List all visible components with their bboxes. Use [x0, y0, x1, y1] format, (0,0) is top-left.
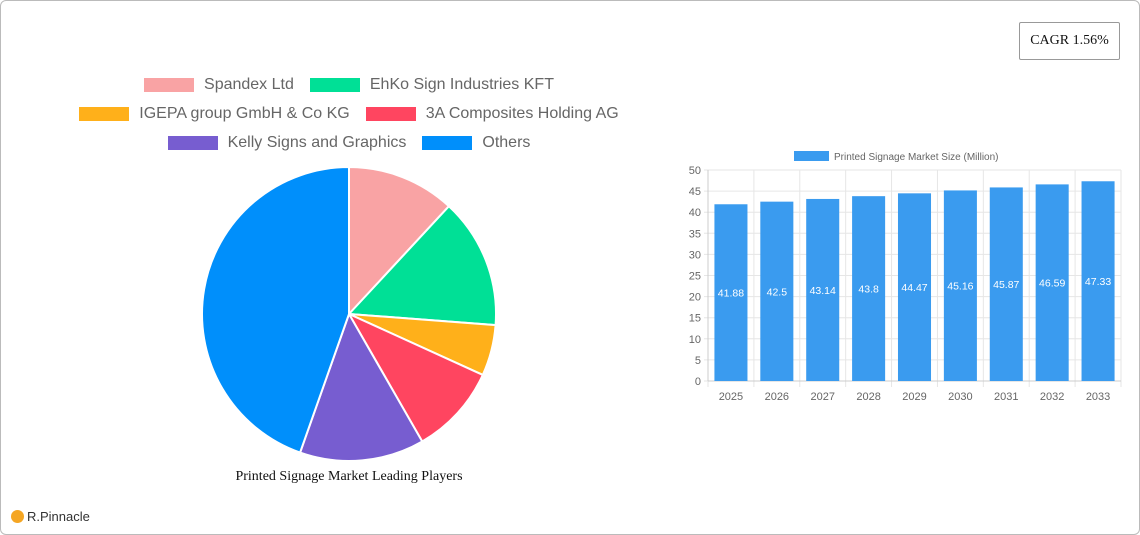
y-tick-label: 50 — [689, 165, 701, 177]
pie-chart — [201, 165, 497, 462]
bar-data-label: 46.59 — [1039, 278, 1065, 290]
legend-item[interactable]: IGEPA group GmbH & Co KG — [79, 105, 350, 123]
y-tick-label: 45 — [689, 186, 701, 198]
legend-label: 3A Composites Holding AG — [425, 105, 619, 122]
logo: R.Pinnacle — [11, 509, 90, 524]
x-tick-label: 2026 — [765, 391, 789, 403]
y-tick-label: 25 — [689, 271, 701, 283]
legend-item[interactable]: Others — [422, 134, 530, 152]
legend-swatch — [144, 78, 195, 92]
logo-icon — [11, 510, 24, 523]
legend-item[interactable]: 3A Composites Holding AG — [365, 105, 619, 123]
bar[interactable] — [989, 187, 1023, 381]
pie-slice[interactable] — [201, 165, 350, 454]
legend-label: EhKo Sign Industries KFT — [369, 76, 554, 93]
bar-data-label: 41.88 — [718, 288, 744, 300]
y-tick-label: 35 — [689, 228, 701, 240]
y-tick-label: 30 — [689, 249, 701, 261]
legend-label: Others — [482, 134, 531, 151]
legend-label: Kelly Signs and Graphics — [227, 134, 407, 151]
logo-text: R.Pinnacle — [27, 509, 90, 524]
bar[interactable] — [943, 190, 977, 381]
bar[interactable] — [852, 196, 886, 381]
x-tick-label: 2028 — [856, 391, 880, 403]
x-tick-label: 2031 — [994, 391, 1018, 403]
legend-swatch — [79, 107, 130, 121]
y-tick-label: 15 — [689, 313, 701, 325]
legend-swatch — [365, 107, 416, 121]
legend-item[interactable]: EhKo Sign Industries KFT — [309, 76, 554, 94]
x-tick-label: 2030 — [948, 391, 972, 403]
x-tick-label: 2033 — [1086, 391, 1110, 403]
bar-data-label: 42.5 — [767, 286, 788, 298]
pie-slice[interactable] — [348, 165, 451, 317]
bar[interactable] — [714, 204, 748, 381]
bar-legend-swatch — [794, 151, 829, 161]
y-tick-label: 40 — [689, 207, 701, 219]
bar[interactable] — [897, 193, 932, 381]
x-tick-label: 2027 — [810, 391, 834, 403]
bar-data-label: 44.47 — [901, 282, 927, 294]
bar-data-label: 47.33 — [1085, 276, 1111, 288]
pie-slice[interactable] — [346, 311, 485, 443]
bar[interactable] — [1081, 181, 1115, 381]
bar-data-label: 43.14 — [810, 285, 836, 297]
bar[interactable] — [760, 201, 794, 381]
x-tick-label: 2025 — [719, 391, 743, 403]
pie-title: Printed Signage Market Leading Players — [235, 469, 463, 484]
bar-legend-label: Printed Signage Market Size (Million) — [834, 152, 999, 163]
pie-slice[interactable] — [298, 311, 424, 462]
legend-swatch — [167, 136, 218, 150]
legend-label: IGEPA group GmbH & Co KG — [139, 105, 350, 122]
bar[interactable] — [806, 198, 840, 381]
pie-slice[interactable] — [346, 204, 497, 327]
y-tick-label: 10 — [689, 334, 701, 346]
legend-item[interactable]: Spandex Ltd — [144, 76, 294, 94]
legend-swatch — [422, 136, 473, 150]
bar-data-label: 45.87 — [993, 279, 1019, 291]
bar-chart: Printed Signage Market Size (Million) 0 5 1… — [689, 151, 1122, 403]
legend-item[interactable]: Kelly Signs and Graphics — [167, 134, 407, 152]
x-tick-label: 2029 — [902, 391, 926, 403]
x-tick-label: 2032 — [1040, 391, 1064, 403]
y-tick-label: 5 — [695, 355, 701, 367]
y-tick-label: 20 — [689, 292, 701, 304]
y-tick-label: 0 — [695, 376, 701, 388]
bar[interactable] — [1035, 184, 1069, 381]
cagr-badge: CAGR 1.56% — [1019, 22, 1120, 60]
bar-data-label: 43.8 — [858, 284, 879, 296]
bar-data-label: 45.16 — [947, 281, 973, 293]
legend-label: Spandex Ltd — [204, 76, 294, 93]
legend-swatch — [309, 78, 360, 92]
